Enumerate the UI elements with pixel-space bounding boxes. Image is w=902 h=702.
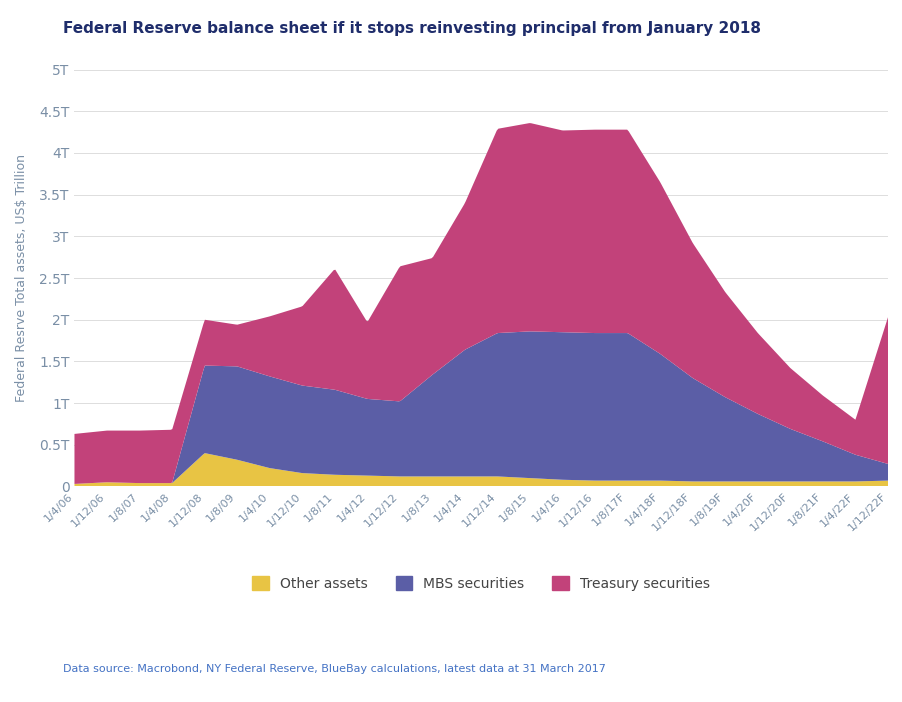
Text: Data source: Macrobond, NY Federal Reserve, BlueBay calculations, latest data at: Data source: Macrobond, NY Federal Reser…	[63, 664, 605, 674]
Y-axis label: Federal Resrve Total assets, US$ Trillion: Federal Resrve Total assets, US$ Trillio…	[15, 154, 28, 402]
Legend: Other assets, MBS securities, Treasury securities: Other assets, MBS securities, Treasury s…	[246, 570, 715, 596]
Text: Federal Reserve balance sheet if it stops reinvesting principal from January 201: Federal Reserve balance sheet if it stop…	[63, 21, 760, 36]
